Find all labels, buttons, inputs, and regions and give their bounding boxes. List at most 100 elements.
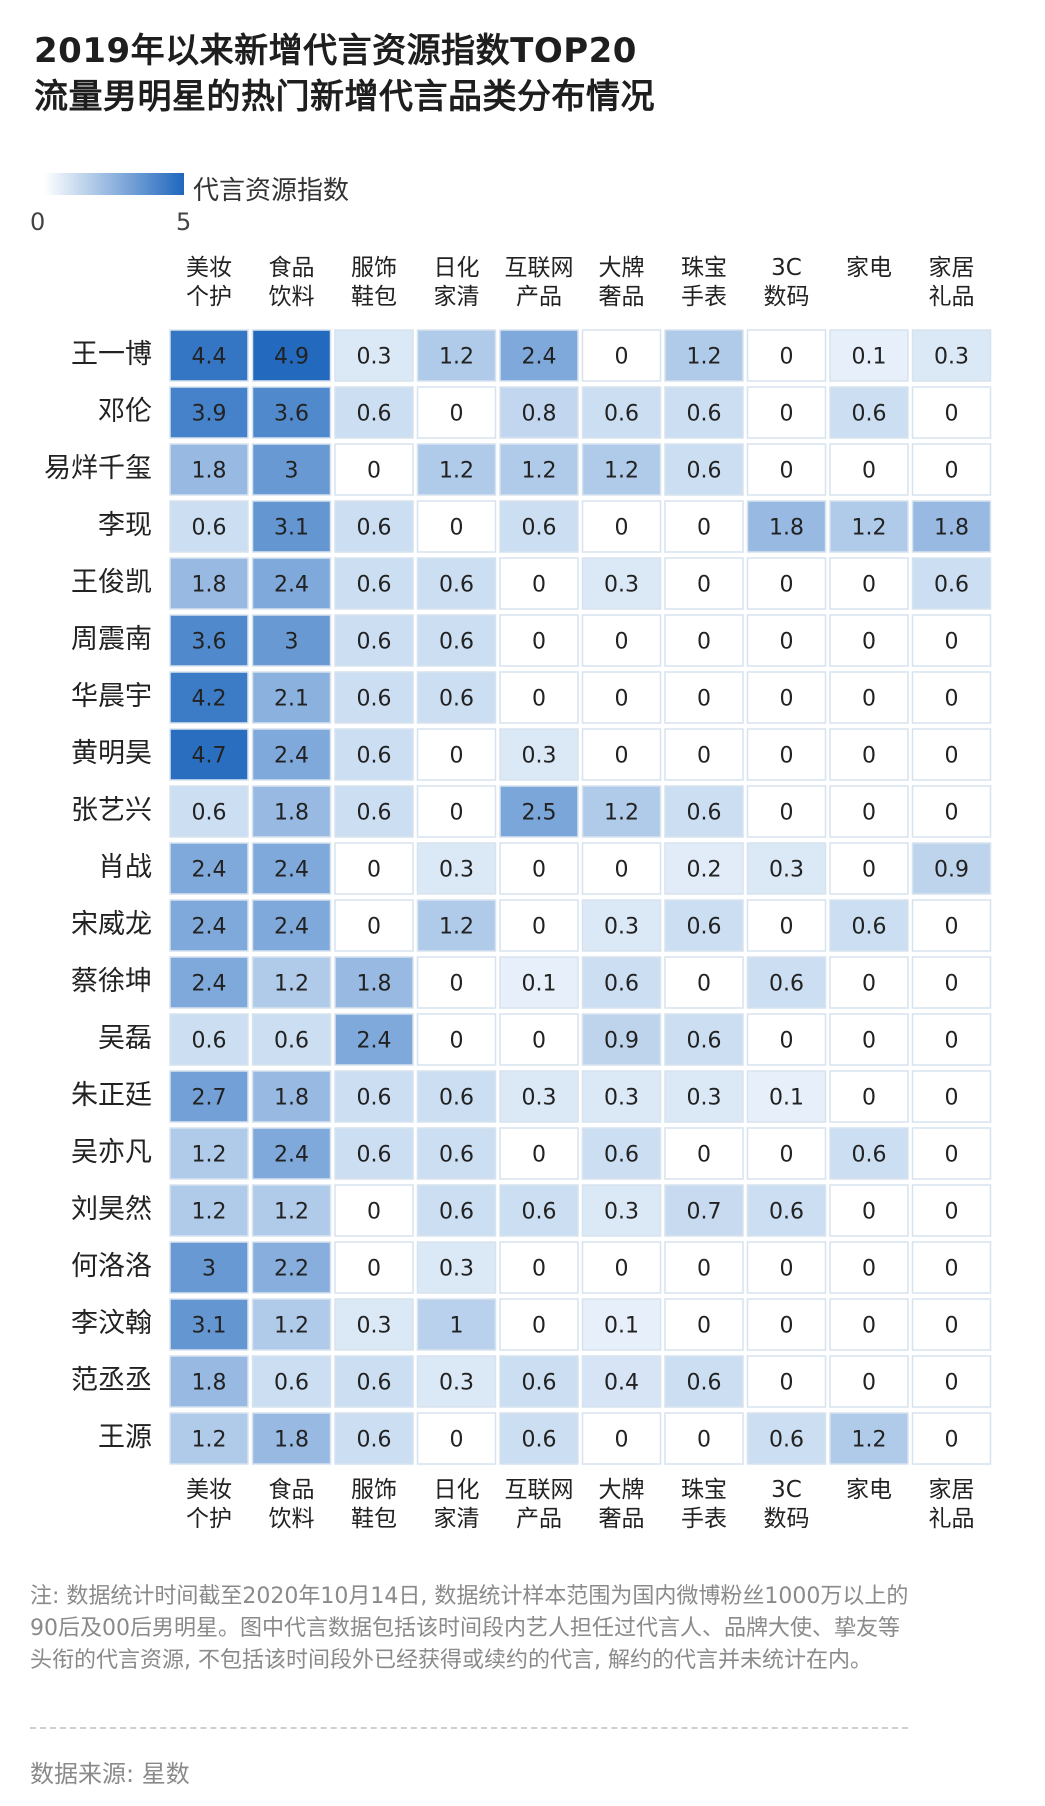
cell-value-label: 0 [945, 1200, 959, 1225]
cell-value-label: 2.4 [192, 972, 227, 997]
row-label: 朱正廷 [71, 1080, 152, 1111]
cell-value-label: 1.8 [192, 573, 227, 598]
heatmap-cell [911, 785, 992, 838]
cell-value-label: 0.6 [522, 1200, 557, 1225]
heatmap-cell [251, 956, 332, 1009]
row-label: 黄明昊 [71, 738, 152, 769]
cell-value-label: 2.4 [274, 573, 309, 598]
heatmap-cell [746, 728, 827, 781]
heatmap-cell [581, 500, 662, 553]
cell-value-label: 0 [367, 858, 381, 883]
column-header-line: 珠宝 [681, 1477, 727, 1503]
cell-value-label: 0.3 [522, 744, 557, 769]
cell-value-label: 2.4 [192, 858, 227, 883]
cell-value-label: 0 [697, 630, 711, 655]
heatmap-cell [334, 614, 414, 667]
heatmap-cell [416, 386, 497, 439]
cell-value-label: 0 [780, 573, 794, 598]
column-header-line: 食品 [268, 1477, 315, 1503]
cell-value-label: 0 [450, 1428, 464, 1453]
heatmap-cell [499, 614, 579, 667]
cell-value-label: 0.3 [357, 345, 392, 370]
cell-value-label: 0.6 [357, 1086, 392, 1111]
cell-value-label: 0 [697, 1257, 711, 1282]
column-header-line: 家清 [433, 284, 480, 310]
cell-value-label: 0 [945, 402, 959, 427]
heatmap-cell [416, 557, 497, 610]
cell-value-label: 0 [862, 1200, 876, 1225]
heatmap-cell [169, 1013, 249, 1066]
column-header-line: 3C [771, 255, 802, 281]
heatmap-cell [746, 1412, 827, 1465]
cell-value-label: 0.6 [357, 573, 392, 598]
heatmap-cell [911, 899, 992, 952]
cell-value-label: 0.8 [522, 402, 557, 427]
heatmap-cell [499, 386, 579, 439]
cell-value-label: 0.2 [687, 858, 722, 883]
heatmap-cell [334, 671, 414, 724]
heatmap-cell [911, 728, 992, 781]
cell-value-label: 0 [615, 1257, 629, 1282]
cell-value-label: 0 [367, 459, 381, 484]
heatmap-cell [499, 842, 579, 895]
heatmap-cell [746, 386, 827, 439]
heatmap-cell [416, 728, 497, 781]
cell-value-label: 3.6 [192, 630, 227, 655]
heatmap-cell [664, 842, 744, 895]
heatmap-cell [169, 785, 249, 838]
cell-value-label: 0 [450, 516, 464, 541]
cell-value-label: 0 [945, 630, 959, 655]
heatmap-cell [581, 842, 662, 895]
heatmap-cell [664, 1412, 744, 1465]
heatmap-cell [499, 899, 579, 952]
column-header-line: 鞋包 [351, 1506, 397, 1532]
column-header-line: 饮料 [268, 1506, 315, 1532]
cell-value-label: 0.6 [357, 402, 392, 427]
cell-value-label: 0 [697, 972, 711, 997]
column-header-line: 珠宝 [681, 255, 727, 281]
column-header: 食品 饮料 [252, 1476, 332, 1534]
heatmap-cell [581, 329, 662, 382]
heatmap-cell [416, 1184, 497, 1237]
cell-value-label: 1.2 [274, 1314, 309, 1339]
cell-value-label: 0 [615, 858, 629, 883]
cell-value-label: 3 [202, 1257, 216, 1282]
cell-value-label: 0.9 [604, 1029, 639, 1054]
heatmap-cell [334, 1355, 414, 1408]
row-label: 易烊千玺 [44, 453, 152, 484]
cell-value-label: 0.3 [439, 1257, 474, 1282]
column-header-line: 3C [771, 1477, 802, 1503]
heatmap-cell [499, 785, 579, 838]
legend-max-value: 5 [176, 208, 192, 236]
cell-value-label: 4.4 [192, 345, 227, 370]
heatmap-cell [334, 386, 414, 439]
cell-value-label: 0.6 [852, 1143, 887, 1168]
column-header: 食品 饮料 [252, 254, 332, 312]
column-header-line: 数码 [763, 1506, 810, 1532]
heatmap-cell [499, 728, 579, 781]
cell-value-label: 0 [862, 744, 876, 769]
heatmap-cell [664, 671, 744, 724]
heatmap-cell [581, 614, 662, 667]
heatmap-cell [746, 671, 827, 724]
column-header-line: 个护 [186, 1506, 232, 1532]
column-header-line: 鞋包 [351, 284, 397, 310]
heatmap-cell [664, 1241, 744, 1294]
cell-value-label: 0.6 [852, 915, 887, 940]
heatmap-cell [829, 1412, 909, 1465]
heatmap-cell [911, 386, 992, 439]
column-header-line: 家电 [846, 255, 892, 281]
cell-value-label: 0 [945, 459, 959, 484]
row-label: 吴亦凡 [71, 1137, 152, 1168]
heatmap-cell [746, 1070, 827, 1123]
cell-value-label: 0 [367, 915, 381, 940]
cell-value-label: 0.3 [604, 1200, 639, 1225]
heatmap-cell [416, 500, 497, 553]
cell-value-label: 0.3 [604, 915, 639, 940]
cell-value-label: 0.6 [357, 744, 392, 769]
heatmap-cell [664, 329, 744, 382]
heatmap-cell [251, 1127, 332, 1180]
heatmap-cell [746, 1184, 827, 1237]
heatmap-cell [334, 842, 414, 895]
heatmap-cell [334, 1298, 414, 1351]
